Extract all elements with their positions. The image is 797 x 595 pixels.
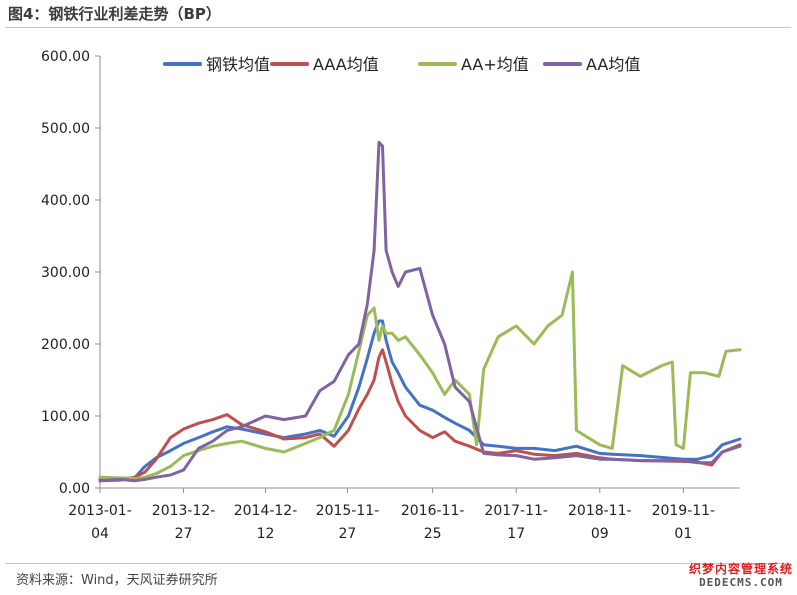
x-tick-label: 2018-11-09 <box>568 503 632 542</box>
y-tick-label: 200.00 <box>41 337 90 353</box>
watermark: 织梦内容管理系统 DEDECMS.COM <box>688 562 793 590</box>
y-tick-label: 0.00 <box>59 481 90 497</box>
x-tick-label: 2014-12-12 <box>234 503 298 542</box>
figure-title: 图4：钢铁行业利差走势（BP） <box>8 5 221 23</box>
watermark-line2: DEDECMS.COM <box>699 576 783 589</box>
axes: 0.00 100.00 200.00 300.00 400.00 500.00 600.00… <box>41 49 740 542</box>
x-tick-label: 2013-12-27 <box>152 503 216 542</box>
line-chart: 0.00 100.00 200.00 300.00 400.00 500.00 600.00… <box>41 49 742 542</box>
source-note: 资料来源：Wind，天风证券研究所 <box>16 573 218 588</box>
series-lines <box>98 140 742 483</box>
title-divider <box>6 27 791 28</box>
legend-label-2: AAA均值 <box>313 55 379 74</box>
chart-legend: 钢铁均值 AAA均值 AA+均值 AA均值 <box>163 55 640 74</box>
y-tick-label: 600.00 <box>41 49 90 65</box>
source-divider <box>6 563 791 564</box>
series-line-2 <box>98 348 742 483</box>
series-line-3 <box>98 270 742 481</box>
y-tick-label: 100.00 <box>41 409 90 425</box>
x-tick-label: 2013-01-04 <box>68 503 132 542</box>
y-tick-label: 400.00 <box>41 193 90 209</box>
x-tick-label: 2017-11-17 <box>484 503 548 542</box>
y-tick-label: 300.00 <box>41 265 90 281</box>
y-tick-label: 500.00 <box>41 121 90 137</box>
series-line-4 <box>98 140 742 483</box>
legend-label-4: AA均值 <box>586 55 640 74</box>
legend-label-3: AA+均值 <box>461 55 529 74</box>
x-tick-label: 2016-11-25 <box>401 503 465 542</box>
x-tick-label: 2015-11-27 <box>316 503 380 542</box>
series-line-1 <box>98 319 742 481</box>
legend-label-1: 钢铁均值 <box>206 55 270 74</box>
x-tick-label: 2019-11-01 <box>652 503 716 542</box>
watermark-line1: 织梦内容管理系统 <box>688 562 793 576</box>
